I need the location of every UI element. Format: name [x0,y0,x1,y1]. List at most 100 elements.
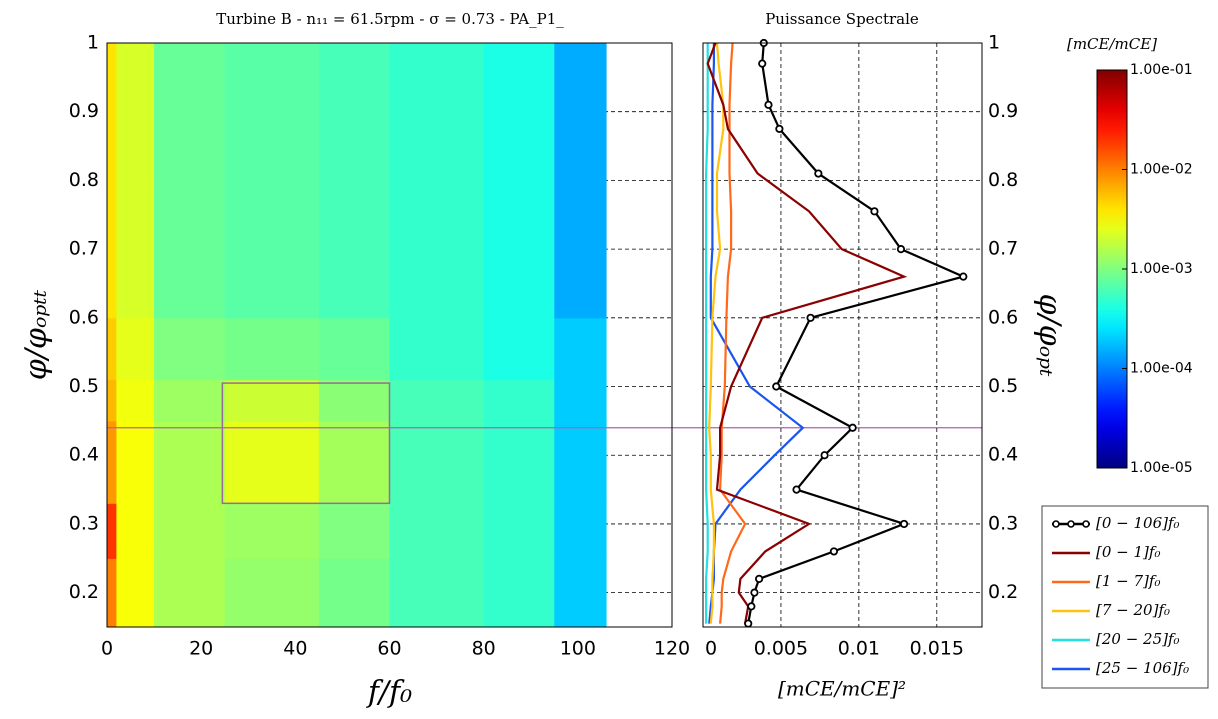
legend-marker [1067,520,1075,528]
series-line [705,43,709,624]
heatmap-cell [554,420,607,504]
legend-label: [25 − 106]f₀ [1096,659,1189,677]
x-tick-label: 40 [283,638,307,660]
series-marker [829,547,839,556]
x-tick-label: 0.005 [754,638,808,660]
heatmap-cell [107,180,117,319]
annotation-box [221,382,391,505]
heatmap-cell [318,379,390,422]
legend-label: [0 − 106]f₀ [1096,514,1180,532]
heatmap-cell [224,379,320,422]
series-marker [959,272,968,281]
y-tick-label: 1 [87,32,99,54]
heatmap-cell [389,420,485,504]
y-axis-label: φ/φₒₚₜₜ [19,289,54,380]
series-marker [750,588,759,597]
heatmap-cell [116,180,155,319]
x-tick-label: 100 [560,638,596,660]
series-line [708,43,805,624]
chart-title: Turbine B - n₁₁ = 61.5rpm - σ = 0.73 - P… [216,10,564,28]
colorbar-tick-label: 1.00e-05 [1130,460,1193,476]
heatmap-cell [154,43,226,181]
heatmap-cell [107,420,117,504]
y-tick-label: 0.4 [988,444,1018,466]
heatmap-cell [107,317,117,381]
heatmap-cell [554,43,607,181]
heatmap-cell [483,558,555,628]
x-tick-label: 0 [101,638,113,660]
heatmap-cell [116,379,155,422]
x-tick-label: 0.015 [910,638,964,660]
y-tick-label: 0.4 [69,444,99,466]
series-marker [792,485,801,494]
x-axis-label: [mCE/mCE]² [778,677,906,701]
heatmap-cell [389,503,485,559]
heatmap-cell [154,379,226,422]
heatmap-cell [107,379,117,422]
series-marker [899,519,909,529]
series-marker [772,382,781,391]
y-tick-label: 0.6 [69,306,99,328]
series-marker [896,245,906,254]
colorbar-tick-label: 1.00e-02 [1130,162,1193,178]
x-tick-label: 20 [189,638,213,660]
y-tick-label: 0.3 [69,512,99,534]
chart-title: Puissance Spectrale [765,10,919,28]
heatmap-cell [318,420,390,504]
heatmap-cell [483,420,555,504]
y-tick-label: 0.9 [69,100,99,122]
heatmap-cell [224,317,320,381]
series-marker [848,423,857,432]
heatmap-cell [483,43,555,181]
colorbar-tick-label: 1.00e-04 [1130,361,1193,377]
heatmap-cell [107,558,117,628]
y-tick-label: 0.8 [69,169,99,191]
heatmap-cell [389,558,485,628]
y-axis-label: φ/φₒₚₜ [1032,293,1067,377]
series-marker [747,602,756,611]
legend-marker [1082,520,1090,528]
x-tick-label: 0 [705,638,717,660]
colorbar-tick-label: 1.00e-03 [1130,261,1193,277]
heatmap-cell [116,420,155,504]
legend-label: [0 − 1]f₀ [1096,543,1160,561]
series-line [706,42,908,624]
heatmap-cell [554,180,607,319]
series-line [718,42,747,624]
heatmap-cell [318,558,390,628]
y-tick-label: 0.7 [988,238,1018,260]
y-tick-label: 0.7 [69,238,99,260]
heatmap-cell [483,180,555,319]
heatmap-cell [389,180,485,319]
series-marker [820,451,829,460]
heatmap-cell [318,43,390,181]
heatmap-cell [389,317,485,381]
heatmap-cell [483,503,555,559]
heatmap-cell [554,558,607,628]
heatmap-cell [154,317,226,381]
heatmap-cell [107,43,117,181]
y-tick-label: 0.6 [988,306,1018,328]
colorbar-tick-label: 1.00e-01 [1130,62,1193,78]
heatmap-cell [554,379,607,422]
heatmap-cell [107,503,117,559]
heatmap-cell [389,43,485,181]
x-axis-label: f/f₀ [366,675,412,710]
legend-marker [1052,520,1060,528]
legend-label: [20 − 25]f₀ [1096,630,1180,648]
x-tick-label: 60 [377,638,401,660]
y-tick-label: 0.2 [69,581,99,603]
legend-label: [7 − 20]f₀ [1096,601,1170,619]
y-tick-label: 0.8 [988,169,1018,191]
y-tick-label: 0.5 [988,375,1018,397]
heatmap-cell [116,317,155,381]
heatmap-cell [116,558,155,628]
series-marker [806,313,815,322]
heatmap-cell [389,379,485,422]
x-tick-label: 120 [654,638,690,660]
heatmap-cell [116,503,155,559]
heatmap-cell [154,420,226,504]
heatmap-cell [116,43,155,181]
legend-label: [1 − 7]f₀ [1096,572,1160,590]
